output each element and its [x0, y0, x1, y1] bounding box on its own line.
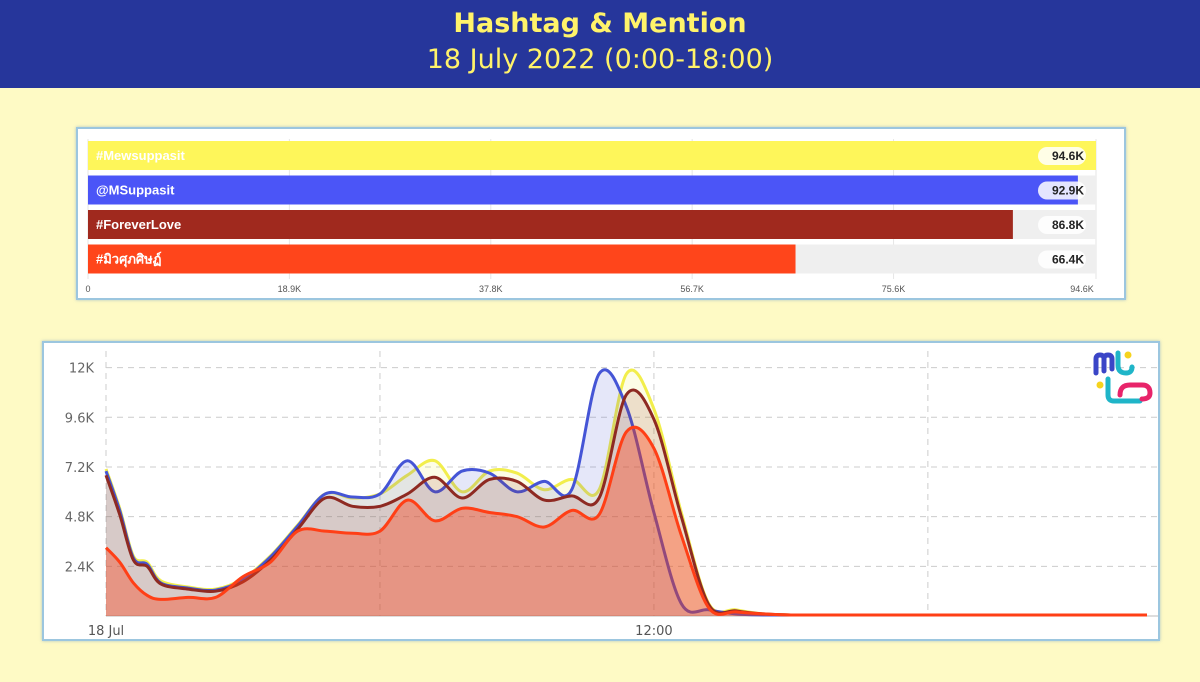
bar-x-tick: 37.8K — [479, 284, 503, 294]
bar-value-badge — [1038, 147, 1086, 165]
bar-x-tick: 18.9K — [278, 284, 302, 294]
area-y-tick: 4.8K — [65, 511, 95, 526]
bar-x-tick: 94.6K — [1070, 284, 1094, 294]
brand-logo — [1093, 350, 1153, 404]
bar-x-tick: 0 — [85, 284, 90, 294]
area-y-tick: 2.4K — [65, 560, 95, 575]
page-header: Hashtag & Mention 18 July 2022 (0:00-18:… — [0, 0, 1200, 88]
bar — [88, 210, 1013, 239]
area-chart: 2.4K 4.8K 7.2K 9.6K 12K 18 Jul 12:00 — [65, 350, 1158, 639]
area-x-tick: 12:00 — [635, 624, 672, 639]
bar-value-label: 92.9K — [1052, 184, 1084, 198]
page-subtitle: 18 July 2022 (0:00-18:00) — [426, 44, 774, 75]
bar-category-label: #มิวศุภศิษฏ์ — [96, 252, 162, 268]
page-title: Hashtag & Mention — [453, 8, 747, 39]
bar-category-label: @MSuppasit — [96, 183, 175, 198]
area-chart-panel: 2.4K 4.8K 7.2K 9.6K 12K 18 Jul 12:00 — [42, 341, 1160, 641]
area-series-line — [104, 425, 1147, 617]
bar-chart-panel: 0 18.9K 37.8K 56.7K 75.6K 94.6K #Mewsuppasit 94… — [76, 127, 1126, 300]
area-series-fill — [106, 427, 1147, 616]
bar-value-badge — [1038, 181, 1086, 200]
bar-value-label: 94.6K — [1052, 149, 1084, 163]
bar-category-label: #ForeverLove — [96, 217, 181, 232]
bar — [88, 141, 1096, 170]
bar-category-label: #Mewsuppasit — [96, 148, 186, 163]
area-series-fill — [106, 369, 1147, 616]
area-y-tick: 12K — [69, 362, 95, 377]
area-y-tick: 9.6K — [65, 411, 95, 426]
bar-chart: 0 18.9K 37.8K 56.7K 75.6K 94.6K #Mewsuppasit 94… — [85, 139, 1097, 294]
bar-value-badge — [1038, 216, 1086, 234]
area-y-tick: 7.2K — [65, 461, 95, 476]
area-series-fill — [106, 370, 1147, 616]
bar — [88, 244, 796, 274]
bar-value-label: 86.8K — [1052, 218, 1084, 232]
bar-value-badge — [1038, 250, 1086, 269]
area-series-fill — [106, 389, 1147, 616]
bar-x-tick: 56.7K — [680, 284, 704, 294]
area-x-tick: 18 Jul — [88, 624, 124, 639]
bar — [88, 175, 1078, 205]
bar-value-label: 66.4K — [1052, 253, 1084, 267]
bar-x-tick: 75.6K — [882, 284, 906, 294]
